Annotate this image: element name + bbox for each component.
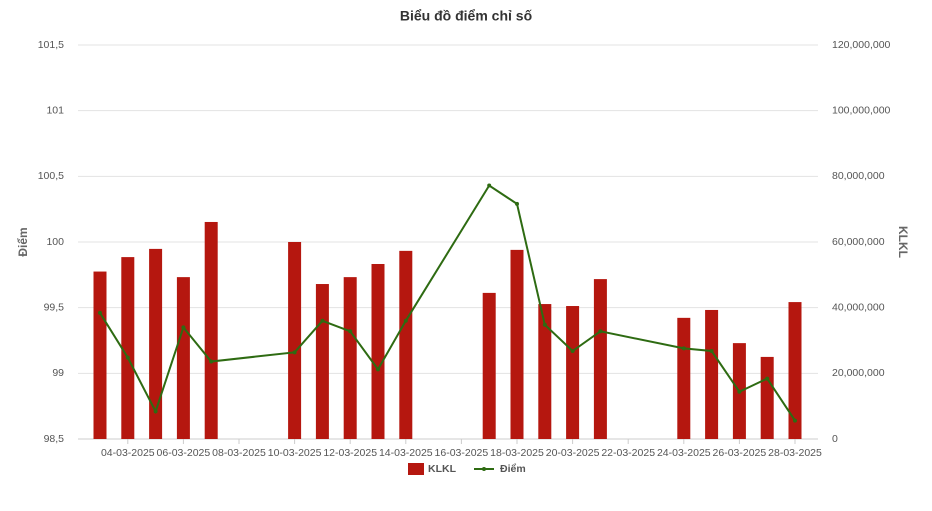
y-axis-title: Điểm: [16, 227, 30, 256]
bar: [510, 249, 524, 439]
marker: [570, 349, 575, 354]
bar: [760, 356, 774, 439]
y2-tick-label: 60,000,000: [832, 236, 885, 248]
marker: [181, 325, 186, 330]
marker: [98, 310, 102, 315]
bar: [315, 284, 329, 439]
bar: [399, 250, 413, 439]
legend-label: KLKL: [428, 463, 457, 475]
x-tick-label: 28-03-2025: [768, 447, 822, 459]
y2-axis-title: KLKL: [896, 226, 910, 258]
bar: [121, 257, 135, 439]
x-tick-label: 04-03-2025: [101, 447, 155, 459]
marker: [292, 350, 297, 355]
y2-tick-label: 0: [832, 433, 838, 445]
line: [99, 184, 796, 422]
bar: [705, 309, 719, 439]
y2-tick-label: 20,000,000: [832, 367, 885, 379]
marker: [765, 376, 770, 381]
y-tick-label: 101: [46, 104, 64, 116]
marker: [737, 389, 742, 394]
y-tick-label: 100,5: [38, 170, 64, 182]
marker: [709, 349, 714, 354]
x-tick-label: 20-03-2025: [546, 447, 600, 459]
y2-tick-label: 40,000,000: [832, 301, 885, 313]
marker: [348, 329, 353, 334]
x-tick-label: 26-03-2025: [713, 447, 767, 459]
bar: [371, 263, 385, 439]
bar: [566, 306, 580, 439]
bar: [677, 317, 691, 439]
legend-swatch: [482, 467, 486, 471]
marker: [793, 418, 797, 423]
legend-swatch: [408, 463, 424, 475]
y-tick-label: 98,5: [44, 433, 65, 445]
bar: [176, 277, 190, 439]
marker: [681, 346, 686, 351]
marker: [542, 322, 547, 327]
marker: [376, 367, 380, 372]
y-tick-label: 101,5: [38, 39, 64, 51]
y2-tick-label: 120,000,000: [832, 39, 891, 51]
y2-tick-label: 80,000,000: [832, 170, 885, 182]
bar: [93, 271, 107, 439]
x-tick-label: 16-03-2025: [435, 447, 489, 459]
x-tick-label: 22-03-2025: [601, 447, 655, 459]
y-tick-label: 99: [52, 367, 64, 379]
x-tick-label: 10-03-2025: [268, 447, 322, 459]
bar: [204, 221, 218, 439]
y-tick-label: 100: [46, 236, 64, 248]
x-tick-label: 14-03-2025: [379, 447, 433, 459]
marker: [403, 318, 408, 323]
marker: [515, 201, 519, 206]
bar: [343, 277, 357, 439]
x-tick-label: 12-03-2025: [323, 447, 377, 459]
marker: [598, 329, 603, 334]
x-tick-label: 18-03-2025: [490, 447, 544, 459]
bar: [288, 242, 302, 439]
chart-title: Biểu đồ điểm chỉ số: [400, 8, 533, 24]
marker: [209, 359, 214, 364]
bar: [482, 292, 496, 439]
bar: [788, 302, 802, 439]
legend-label: Điểm: [500, 463, 526, 475]
bar: [149, 248, 163, 439]
x-tick-label: 24-03-2025: [657, 447, 711, 459]
marker: [125, 355, 130, 360]
x-tick-label: 06-03-2025: [157, 447, 211, 459]
marker: [153, 409, 158, 414]
x-tick-label: 08-03-2025: [212, 447, 266, 459]
marker: [487, 183, 492, 188]
bar: [538, 304, 552, 439]
bar: [593, 279, 607, 439]
y-tick-label: 99,5: [44, 301, 65, 313]
marker: [320, 318, 325, 323]
y2-tick-label: 100,000,000: [832, 104, 891, 116]
